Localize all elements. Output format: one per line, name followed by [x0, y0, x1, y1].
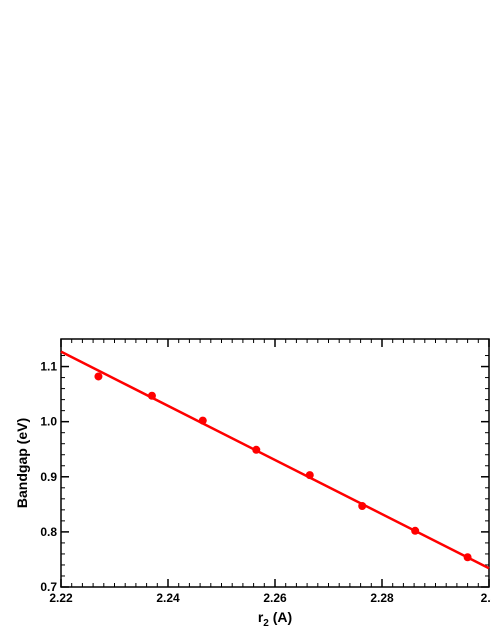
plot-frame — [60, 338, 490, 588]
x-axis-title: r2 (A) — [258, 609, 292, 629]
series-layer — [60, 350, 490, 570]
minor-ticks — [61, 339, 489, 587]
y-tick-labels: 0.7 0.8 0.9 1.0 1.1 — [40, 360, 57, 594]
fit-line — [60, 350, 490, 570]
x-tick-label: 2.22 — [49, 591, 73, 605]
y-tick-label: 1.0 — [40, 415, 57, 429]
x-axis-title-subscript: 2 — [263, 618, 269, 629]
y-tick-label: 0.9 — [40, 470, 57, 484]
x-axis-title-suffix: (A) — [269, 609, 292, 625]
y-axis-title: Bandgap (eV) — [14, 418, 30, 508]
x-tick-label: 2.28 — [370, 591, 394, 605]
x-tick-labels: 2.22 2.24 2.26 2.28 2.3 — [49, 591, 491, 605]
y-tick-label: 0.7 — [40, 580, 57, 594]
y-tick-label: 0.8 — [40, 525, 57, 539]
y-tick-label: 1.1 — [40, 360, 57, 374]
data-point — [94, 372, 103, 381]
x-tick-label: 2.26 — [263, 591, 287, 605]
x-tick-label: 2.3 — [481, 591, 491, 605]
x-tick-label: 2.24 — [156, 591, 180, 605]
major-ticks — [60, 339, 490, 588]
